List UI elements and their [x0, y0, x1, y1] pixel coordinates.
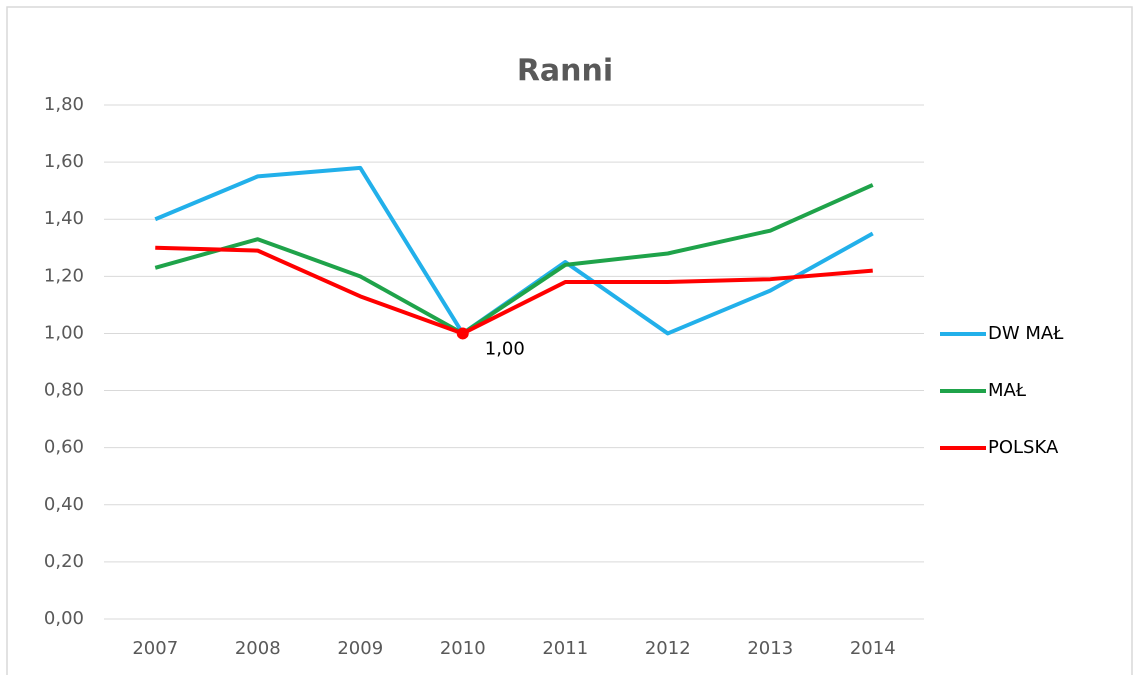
- data-label: 1,00: [485, 338, 525, 359]
- y-tick-label: 0,20: [44, 551, 84, 572]
- legend-label: DW MAŁ: [988, 323, 1064, 344]
- x-tick-label: 2011: [542, 638, 588, 659]
- y-tick-label: 0,60: [44, 437, 84, 458]
- x-tick-label: 2012: [645, 638, 691, 659]
- y-tick-label: 0,00: [44, 608, 84, 629]
- legend-label: MAŁ: [988, 380, 1027, 401]
- x-tick-label: 2014: [850, 638, 896, 659]
- x-tick-label: 2007: [132, 638, 178, 659]
- y-tick-label: 0,40: [44, 494, 84, 515]
- x-tick-label: 2013: [747, 638, 793, 659]
- series-line: [154, 183, 874, 336]
- y-tick-label: 1,60: [44, 151, 84, 172]
- x-tick-label: 2009: [337, 638, 383, 659]
- x-tick-label: 2008: [235, 638, 281, 659]
- legend-label: POLSKA: [988, 437, 1059, 458]
- y-tick-label: 1,40: [44, 208, 84, 229]
- chart-border: [6, 6, 1133, 675]
- y-tick-label: 1,20: [44, 265, 84, 286]
- y-tick-label: 0,80: [44, 380, 84, 401]
- y-tick-label: 1,00: [44, 322, 84, 343]
- y-tick-label: 1,80: [44, 94, 84, 115]
- series-line: [155, 245, 873, 336]
- chart-title: Ranni: [517, 54, 613, 89]
- x-tick-label: 2010: [440, 638, 486, 659]
- data-point: [456, 327, 469, 340]
